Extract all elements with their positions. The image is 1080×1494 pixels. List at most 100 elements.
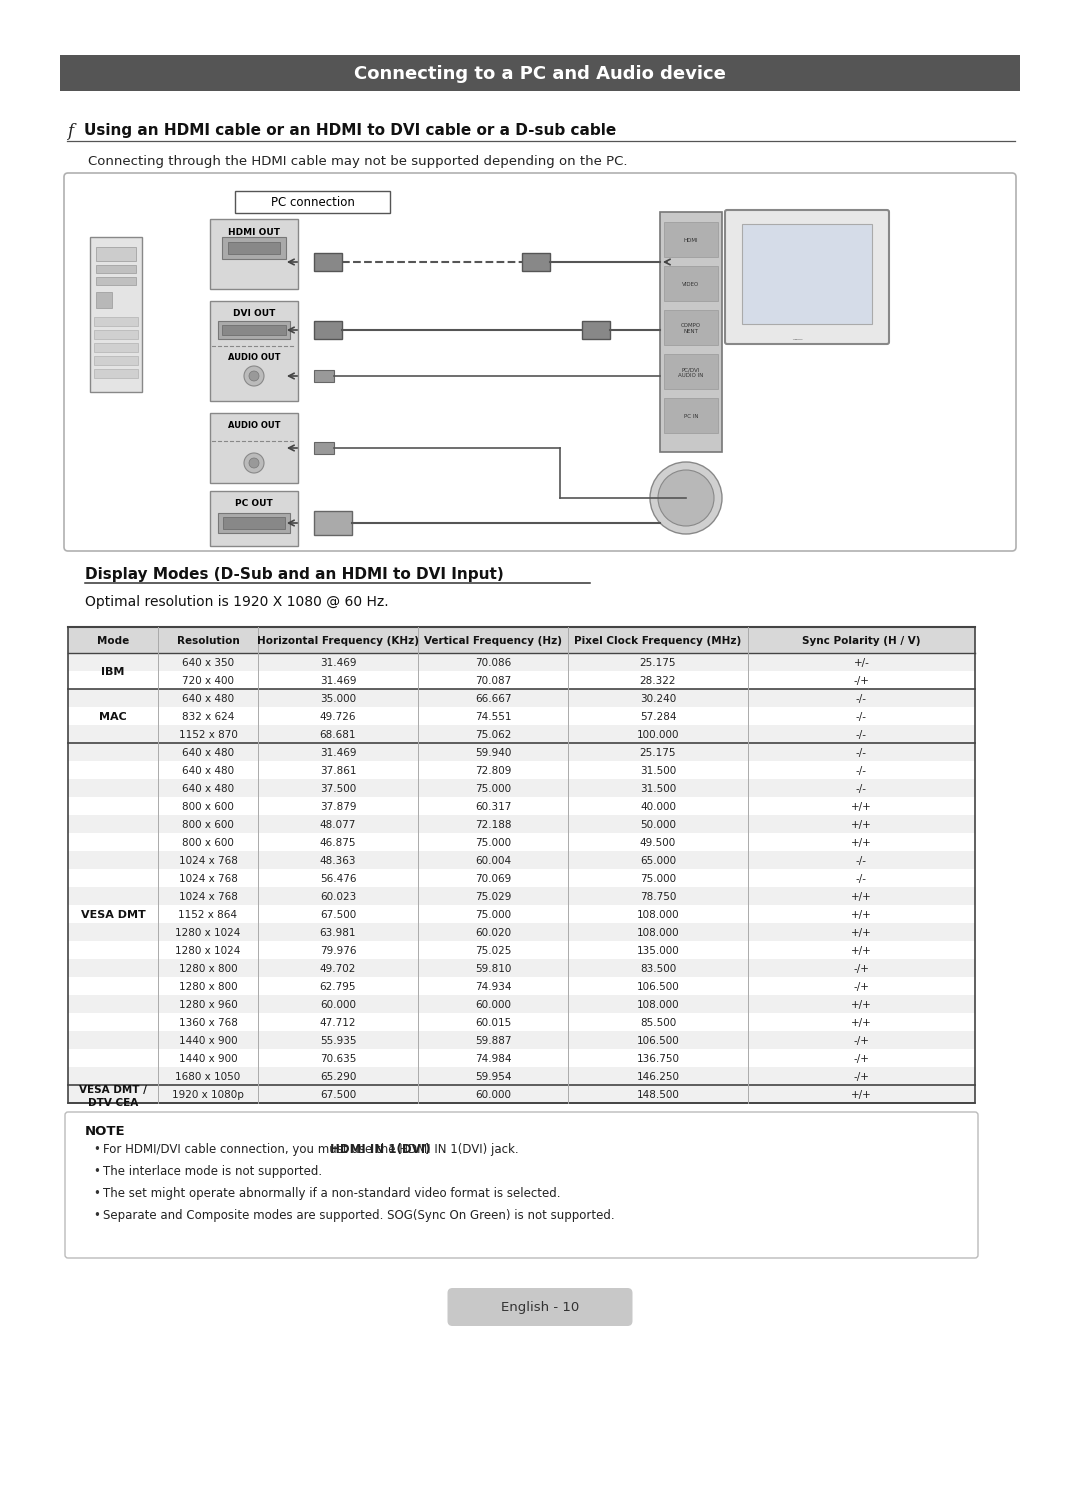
Bar: [664, 223, 718, 257]
Text: VESA DMT: VESA DMT: [81, 910, 146, 920]
Text: -/-: -/-: [856, 856, 867, 867]
Text: +/+: +/+: [851, 1017, 872, 1028]
Text: 37.861: 37.861: [320, 766, 356, 775]
Text: 83.500: 83.500: [639, 964, 676, 974]
Text: 800 x 600: 800 x 600: [183, 802, 234, 813]
Text: 1152 x 870: 1152 x 870: [178, 731, 238, 740]
Text: 25.175: 25.175: [639, 748, 676, 757]
Text: Separate and Composite modes are supported. SOG(Sync On Green) is not supported.: Separate and Composite modes are support…: [103, 1209, 615, 1222]
Text: The interlace mode is not supported.: The interlace mode is not supported.: [103, 1165, 322, 1177]
Bar: [68, 905, 975, 923]
Bar: [94, 369, 138, 378]
Bar: [96, 247, 136, 261]
Bar: [218, 512, 291, 533]
Text: 28.322: 28.322: [639, 675, 676, 686]
Text: 59.810: 59.810: [475, 964, 511, 974]
Text: 1280 x 1024: 1280 x 1024: [175, 928, 241, 938]
Text: 48.077: 48.077: [320, 820, 356, 831]
Bar: [68, 816, 975, 834]
Text: 1440 x 900: 1440 x 900: [178, 1035, 238, 1046]
Text: 49.726: 49.726: [320, 713, 356, 722]
Text: 59.954: 59.954: [475, 1073, 511, 1082]
Bar: [68, 1085, 975, 1103]
Bar: [68, 1049, 975, 1067]
Text: AUDIO OUT: AUDIO OUT: [228, 421, 280, 430]
Bar: [660, 212, 723, 453]
Text: 1280 x 800: 1280 x 800: [178, 982, 238, 992]
Text: 1440 x 900: 1440 x 900: [178, 1053, 238, 1064]
Bar: [68, 653, 975, 671]
Text: For HDMI/DVI cable connection, you must use the HDMI IN 1(DVI) jack.: For HDMI/DVI cable connection, you must …: [103, 1143, 518, 1156]
Circle shape: [249, 459, 259, 468]
Text: 75.062: 75.062: [475, 731, 511, 740]
Text: 148.500: 148.500: [636, 1091, 679, 1100]
Bar: [664, 309, 718, 345]
Text: 65.290: 65.290: [320, 1073, 356, 1082]
Text: Using an HDMI cable or an HDMI to DVI cable or a D-sub cable: Using an HDMI cable or an HDMI to DVI ca…: [84, 123, 617, 137]
Text: 60.020: 60.020: [475, 928, 511, 938]
Bar: [210, 220, 298, 288]
Text: VIDEO: VIDEO: [683, 282, 700, 287]
Text: 1280 x 960: 1280 x 960: [178, 999, 238, 1010]
Text: 68.681: 68.681: [320, 731, 356, 740]
Text: +/+: +/+: [851, 928, 872, 938]
Bar: [210, 492, 298, 545]
Bar: [210, 412, 298, 483]
Text: HDMI: HDMI: [684, 238, 699, 244]
Text: 135.000: 135.000: [636, 946, 679, 956]
Bar: [68, 671, 975, 689]
Bar: [314, 371, 334, 382]
Text: 640 x 480: 640 x 480: [181, 766, 234, 775]
Text: Vertical Frequency (Hz): Vertical Frequency (Hz): [424, 636, 562, 645]
Text: +/+: +/+: [851, 1091, 872, 1100]
Bar: [68, 1031, 975, 1049]
Bar: [94, 356, 138, 365]
Text: 1280 x 1024: 1280 x 1024: [175, 946, 241, 956]
Text: 108.000: 108.000: [637, 910, 679, 920]
Text: Mode: Mode: [97, 636, 130, 645]
Text: Horizontal Frequency (KHz): Horizontal Frequency (KHz): [257, 636, 419, 645]
Text: 70.635: 70.635: [320, 1053, 356, 1064]
Text: 106.500: 106.500: [636, 982, 679, 992]
Text: 66.667: 66.667: [475, 695, 511, 704]
FancyBboxPatch shape: [725, 211, 889, 344]
Circle shape: [249, 371, 259, 381]
Text: +/-: +/-: [853, 657, 869, 668]
Bar: [68, 627, 975, 1103]
Bar: [314, 511, 352, 535]
Text: Sync Polarity (H / V): Sync Polarity (H / V): [802, 636, 921, 645]
Text: 37.879: 37.879: [320, 802, 356, 813]
Text: 70.086: 70.086: [475, 657, 511, 668]
Bar: [68, 995, 975, 1013]
Circle shape: [244, 366, 264, 385]
Text: 75.000: 75.000: [640, 874, 676, 884]
Text: Resolution: Resolution: [177, 636, 240, 645]
Text: 50.000: 50.000: [640, 820, 676, 831]
Bar: [314, 442, 334, 454]
Text: 72.809: 72.809: [475, 766, 511, 775]
Text: 75.029: 75.029: [475, 892, 511, 902]
Text: -/-: -/-: [856, 748, 867, 757]
Text: 70.087: 70.087: [475, 675, 511, 686]
Bar: [522, 252, 550, 270]
Bar: [68, 627, 975, 653]
Bar: [68, 796, 975, 816]
Text: 106.500: 106.500: [636, 1035, 679, 1046]
Text: Optimal resolution is 1920 X 1080 @ 60 Hz.: Optimal resolution is 1920 X 1080 @ 60 H…: [85, 595, 389, 610]
Text: 49.500: 49.500: [639, 838, 676, 849]
Text: 1024 x 768: 1024 x 768: [178, 874, 238, 884]
Bar: [68, 707, 975, 725]
Text: The set might operate abnormally if a non-standard video format is selected.: The set might operate abnormally if a no…: [103, 1188, 561, 1200]
Text: 100.000: 100.000: [637, 731, 679, 740]
Text: -/-: -/-: [856, 731, 867, 740]
Text: Connecting to a PC and Audio device: Connecting to a PC and Audio device: [354, 66, 726, 84]
Text: 60.317: 60.317: [475, 802, 511, 813]
Text: -/+: -/+: [853, 1073, 869, 1082]
Text: +/+: +/+: [851, 999, 872, 1010]
Text: MAC: MAC: [99, 713, 126, 722]
Text: PC IN: PC IN: [684, 414, 699, 418]
Text: 85.500: 85.500: [639, 1017, 676, 1028]
Text: 70.069: 70.069: [475, 874, 511, 884]
Text: 800 x 600: 800 x 600: [183, 838, 234, 849]
Text: 31.469: 31.469: [320, 748, 356, 757]
